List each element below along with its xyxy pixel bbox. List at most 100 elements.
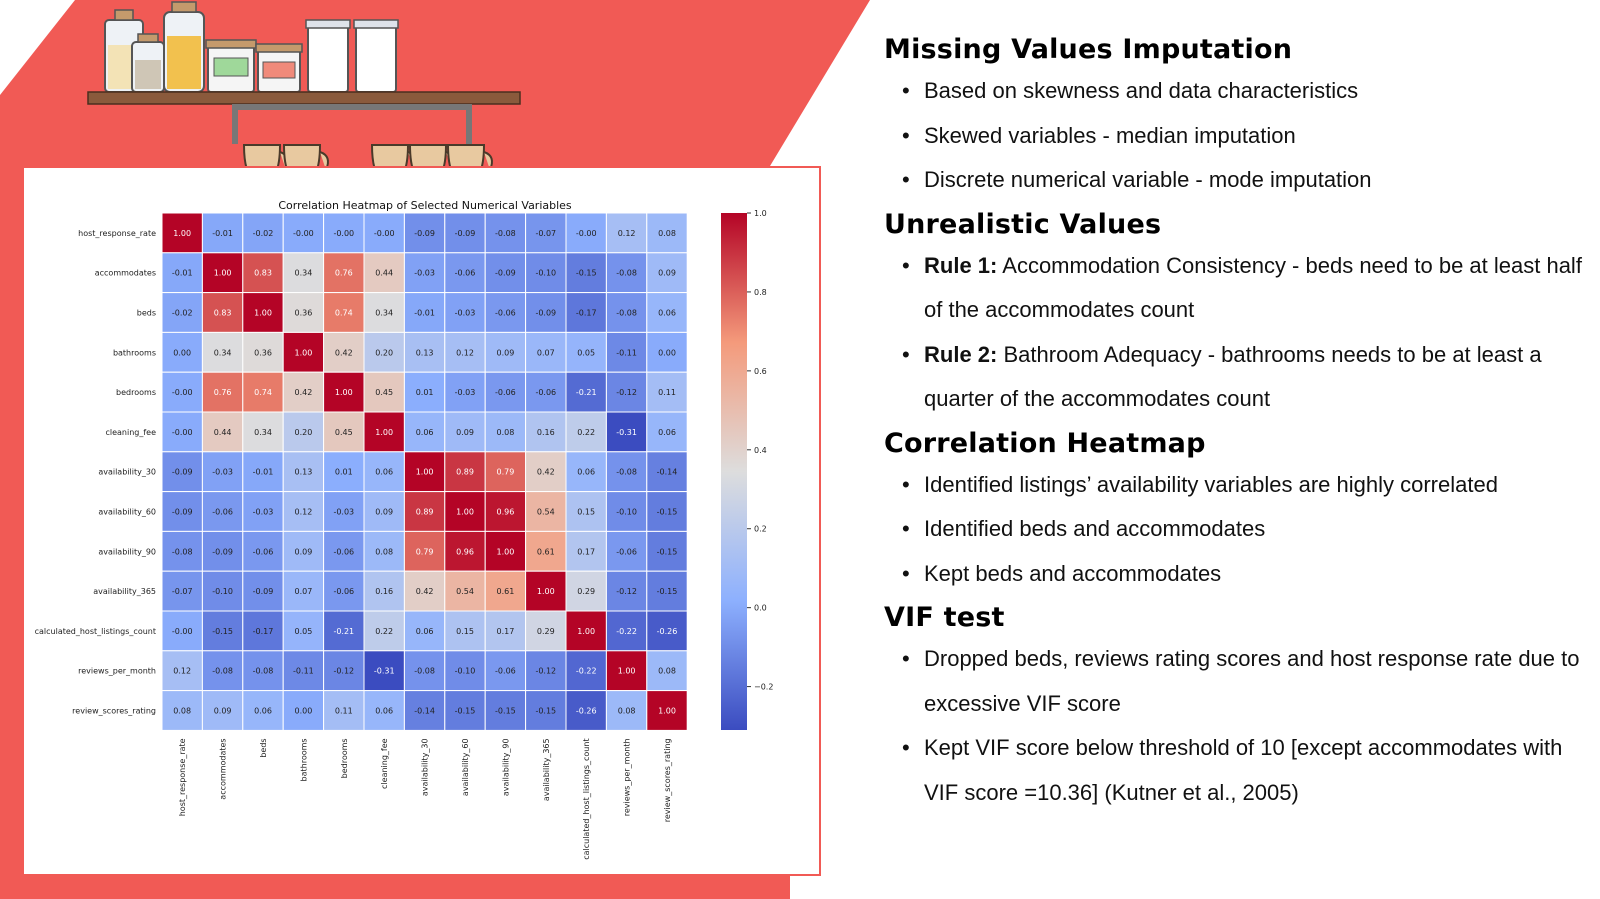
heatmap-cell-label: -0.03 bbox=[212, 468, 233, 477]
heatmap-cell-label: -0.00 bbox=[172, 627, 193, 636]
heatmap-cell-label: 1.00 bbox=[173, 229, 191, 238]
heatmap-cell bbox=[201, 252, 244, 294]
heatmap-cell-label: 0.09 bbox=[456, 428, 474, 437]
heatmap-cell bbox=[403, 610, 446, 652]
heatmap-cell-label: 0.96 bbox=[496, 508, 514, 517]
heatmap-cell-label: 0.61 bbox=[537, 547, 555, 556]
heatmap-cell-label: -0.07 bbox=[172, 587, 193, 596]
section-title: Missing Values Imputation bbox=[884, 34, 1293, 65]
heatmap-cell-label: -0.09 bbox=[212, 547, 233, 556]
heatmap-cell-label: -0.21 bbox=[333, 627, 354, 636]
heatmap-cell-label: -0.09 bbox=[495, 269, 516, 278]
heatmap-cell-label: -0.00 bbox=[576, 229, 597, 238]
heatmap-cell bbox=[323, 371, 365, 413]
heatmap-cell bbox=[484, 530, 527, 572]
heatmap-cell bbox=[565, 530, 607, 572]
heatmap-cell bbox=[323, 491, 365, 532]
heatmap-cell bbox=[525, 292, 567, 333]
heatmap-cell bbox=[403, 491, 446, 532]
heatmap-cell-label: -0.17 bbox=[576, 309, 597, 318]
heatmap-cell-label: -0.10 bbox=[535, 269, 556, 278]
heatmap-cell-label: 0.34 bbox=[375, 309, 393, 318]
heatmap-cell bbox=[363, 212, 405, 254]
heatmap-cell bbox=[646, 610, 688, 652]
shelf-rail bbox=[232, 104, 472, 110]
heatmap-cell-label: -0.00 bbox=[293, 229, 314, 238]
heatmap-cell-label: -0.12 bbox=[616, 587, 637, 596]
heatmap-cell-label: 0.22 bbox=[375, 627, 393, 636]
heatmap-cell bbox=[282, 610, 325, 652]
heatmap-cell-label: -0.15 bbox=[455, 707, 476, 716]
column-tick-label: availability_60 bbox=[461, 738, 470, 796]
row-tick-label: accommodates bbox=[95, 269, 156, 278]
heatmap-cell bbox=[282, 451, 325, 493]
heatmap-cell-label: -0.15 bbox=[657, 547, 678, 556]
heatmap-cell-label: -0.01 bbox=[253, 468, 274, 477]
heatmap-cell-label: 0.00 bbox=[658, 348, 676, 357]
heatmap-cell-label: 0.34 bbox=[214, 348, 232, 357]
heatmap-cell-label: -0.01 bbox=[172, 269, 193, 278]
bullet-item: Skewed variables - median imputation bbox=[884, 114, 1584, 159]
column-tick-label: reviews_per_month bbox=[623, 738, 632, 816]
heatmap-cell-label: -0.17 bbox=[253, 627, 274, 636]
heatmap-cell-label: -0.11 bbox=[293, 667, 314, 676]
heatmap-cell-label: 0.06 bbox=[375, 707, 393, 716]
heatmap-cell-label: 0.06 bbox=[658, 428, 676, 437]
canister-icon bbox=[255, 43, 303, 93]
heatmap-cell-label: 0.76 bbox=[214, 388, 232, 397]
bullet-item: Rule 2: Bathroom Adequacy - bathrooms ne… bbox=[884, 333, 1584, 422]
bullet-text: Accommodation Consistency - beds need to… bbox=[924, 252, 1582, 323]
heatmap-cell bbox=[565, 212, 607, 254]
heatmap-cell-label: -0.14 bbox=[414, 707, 435, 716]
heatmap-cell-label: -0.31 bbox=[374, 667, 395, 676]
heatmap-cell bbox=[525, 491, 567, 532]
heatmap-cell bbox=[525, 530, 567, 572]
heatmap-cell-label: -0.08 bbox=[616, 269, 637, 278]
heatmap-cell-label: 0.83 bbox=[214, 309, 232, 318]
bullet-item: Kept VIF score below threshold of 10 [ex… bbox=[884, 726, 1584, 815]
heatmap-cell-label: 0.20 bbox=[294, 428, 312, 437]
heatmap-cell-label: -0.26 bbox=[576, 707, 597, 716]
heatmap-cell bbox=[282, 292, 325, 333]
heatmap-cell bbox=[646, 292, 688, 333]
heatmap-cell-label: 0.09 bbox=[375, 508, 393, 517]
heatmap-cell-label: -0.02 bbox=[172, 309, 193, 318]
heatmap-cell-label: -0.15 bbox=[535, 707, 556, 716]
heatmap-cell-label: 0.45 bbox=[375, 388, 393, 397]
colorbar-tick-label: 0.8 bbox=[754, 288, 767, 297]
heatmap-cell-label: 0.11 bbox=[335, 707, 353, 716]
heatmap-cell bbox=[161, 212, 203, 254]
heatmap-cell bbox=[242, 570, 284, 612]
heatmap-cell-label: -0.01 bbox=[414, 309, 435, 318]
heatmap-cell-label: 0.08 bbox=[618, 707, 636, 716]
heatmap-cell-label: -0.00 bbox=[172, 428, 193, 437]
heatmap-cell-label: 0.09 bbox=[658, 269, 676, 278]
heatmap-cell-label: -0.12 bbox=[333, 667, 354, 676]
heatmap-cell-label: 0.44 bbox=[214, 428, 232, 437]
heatmap-cell-label: -0.06 bbox=[212, 508, 233, 517]
heatmap-cell-label: 0.06 bbox=[658, 309, 676, 318]
column-tick-label: bedrooms bbox=[340, 738, 349, 778]
heatmap-cell-label: 0.36 bbox=[254, 348, 272, 357]
heatmap-cell bbox=[525, 371, 567, 413]
heatmap-cell-label: -0.00 bbox=[172, 388, 193, 397]
heatmap-cell-label: 0.08 bbox=[658, 667, 676, 676]
heatmap-cell-label: 0.29 bbox=[537, 627, 555, 636]
heatmap-cell bbox=[363, 530, 405, 572]
heatmap-cell bbox=[282, 690, 325, 731]
heatmap-cell-label: 1.00 bbox=[618, 667, 636, 676]
heatmap-cell-label: 0.15 bbox=[577, 508, 595, 517]
heatmap-cell-label: 0.89 bbox=[416, 508, 434, 517]
heatmap-cell-label: 0.05 bbox=[294, 627, 312, 636]
heatmap-cell bbox=[201, 411, 244, 453]
heatmap-cell-label: 0.13 bbox=[294, 468, 312, 477]
heatmap-cell bbox=[323, 252, 365, 294]
heatmap-cell-label: 1.00 bbox=[214, 269, 232, 278]
heatmap-cell bbox=[565, 650, 607, 692]
row-tick-label: availability_30 bbox=[98, 468, 156, 477]
bullet-text: Kept VIF score below threshold of 10 [ex… bbox=[924, 735, 1563, 805]
heatmap-cell-label: 0.12 bbox=[618, 229, 636, 238]
heatmap-cell-label: -0.06 bbox=[495, 667, 516, 676]
heatmap-cell-label: -0.21 bbox=[576, 388, 597, 397]
heatmap-cell-label: 0.05 bbox=[577, 348, 595, 357]
